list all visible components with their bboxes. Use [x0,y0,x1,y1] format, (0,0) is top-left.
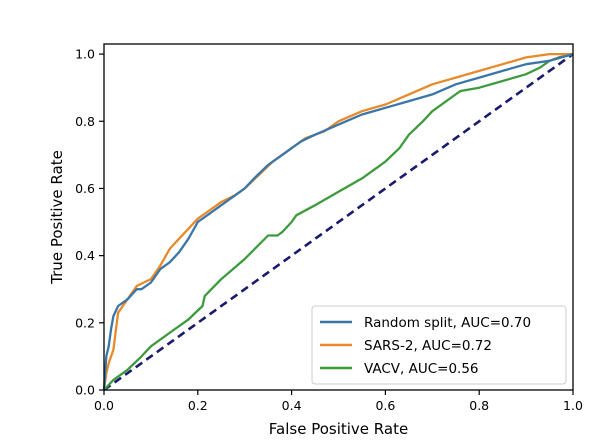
x-tick-label: 0.0 [94,398,114,413]
plot-lines [102,52,574,392]
legend: Random split, AUC=0.70 SARS-2, AUC=0.72 … [311,305,567,385]
y-tick-label: 0.6 [75,181,95,196]
y-tick-label: 0.2 [75,315,95,330]
legend-box [311,305,567,385]
y-axis-title: True Positive Rate [48,150,66,285]
roc-curve-2 [103,52,574,391]
x-tick-label: 0.8 [469,398,489,413]
legend-label-random-split: Random split, AUC=0.70 [364,315,531,331]
y-axis: 0.0 0.2 0.4 0.6 0.8 1.0 [75,47,104,398]
x-axis: 0.0 0.2 0.4 0.6 0.8 1.0 [94,390,583,413]
roc-curve-0 [102,52,574,391]
x-tick-label: 0.6 [375,398,395,413]
x-axis-title: False Positive Rate [269,420,408,438]
x-tick-label: 1.0 [563,398,583,413]
y-tick-label: 0.8 [75,114,95,129]
chance-diagonal-line [103,53,574,392]
y-tick-label: 0.4 [75,248,95,263]
legend-label-sars-2: SARS-2, AUC=0.72 [364,338,492,354]
x-tick-label: 0.2 [188,398,208,413]
x-tick-label: 0.4 [282,398,302,413]
plot-frame [103,43,574,391]
y-tick-label: 1.0 [75,47,95,62]
legend-label-vacv: VACV, AUC=0.56 [364,361,479,377]
y-tick-label: 0.0 [75,383,95,398]
